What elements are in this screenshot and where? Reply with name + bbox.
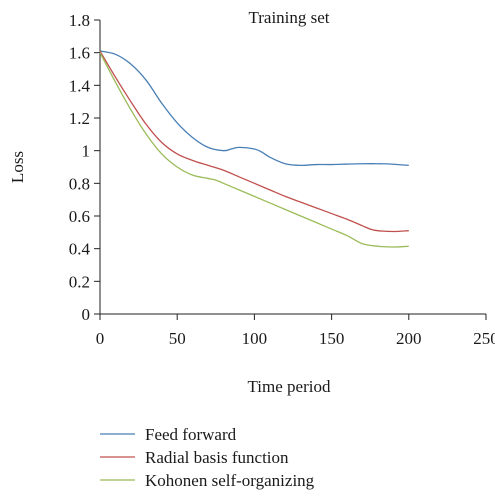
y-tick-label: 1.6 (69, 44, 90, 63)
series-line-3 (99, 52, 409, 248)
y-tick-label: 0.4 (69, 240, 91, 259)
y-tick-label: 0 (82, 305, 91, 324)
x-tick-label: 200 (396, 329, 422, 348)
y-tick-label: 1.4 (69, 76, 91, 95)
y-tick-label: 1.2 (69, 109, 90, 128)
legend-label: Radial basis function (145, 448, 289, 467)
x-axis-label: Time period (248, 377, 331, 396)
legend: Feed forward Radial basis function Kohonen… (100, 425, 315, 490)
x-tick-label: 100 (242, 329, 268, 348)
x-ticks: 0 50 100 150 200 250 (96, 314, 495, 348)
x-tick-label: 250 (473, 329, 495, 348)
x-tick-label: 150 (319, 329, 345, 348)
y-tick-label: 1 (82, 142, 91, 161)
legend-label: Feed forward (145, 425, 237, 444)
x-tick-label: 0 (96, 329, 105, 348)
axes (99, 20, 486, 315)
series-line-2 (99, 50, 409, 233)
legend-label: Kohonen self-organizing (145, 471, 315, 490)
y-tick-label: 1.8 (69, 11, 90, 30)
y-tick-label: 0.2 (69, 272, 90, 291)
chart-title: Training set (248, 8, 329, 27)
y-axis-label: Loss (8, 151, 27, 183)
y-tick-label: 0.6 (69, 207, 90, 226)
y-tick-label: 0.8 (69, 174, 90, 193)
series-lines (99, 50, 409, 248)
y-ticks: 0 0.2 0.4 0.6 0.8 1 1.2 1.4 1.6 1.8 (69, 11, 100, 324)
series-line-1 (99, 50, 409, 167)
x-tick-label: 50 (169, 329, 186, 348)
